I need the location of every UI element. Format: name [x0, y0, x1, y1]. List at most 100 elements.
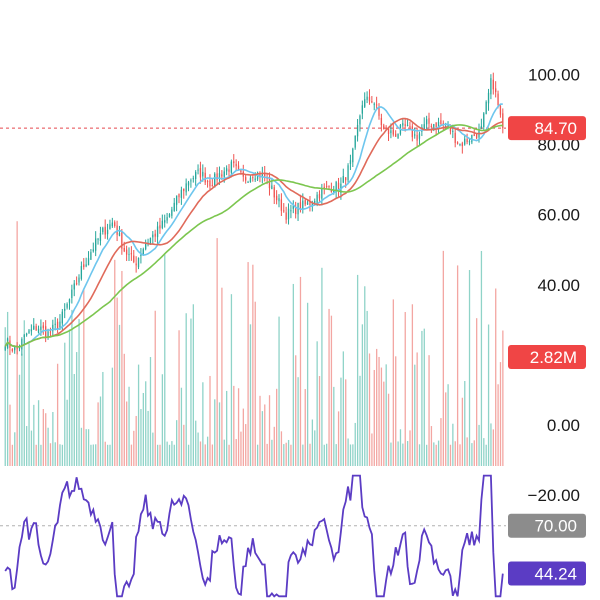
volume-bars	[4, 221, 504, 466]
volume-bar	[64, 342, 66, 466]
volume-bar	[154, 310, 156, 466]
candle-body	[249, 177, 252, 183]
volume-bar	[495, 288, 497, 466]
candle-body	[223, 171, 225, 177]
candle-body	[54, 323, 56, 325]
candle-body	[395, 133, 397, 137]
volume-bar	[254, 301, 256, 466]
candle-body	[118, 232, 121, 236]
volume-bar	[192, 304, 194, 466]
volume-bar	[492, 429, 494, 466]
volume-bar	[126, 401, 128, 466]
axis-tick-label: 40.00	[537, 276, 580, 295]
volume-bar	[95, 444, 97, 466]
volume-bar	[45, 413, 47, 466]
candle-body	[199, 168, 202, 178]
volume-bar	[366, 310, 368, 466]
candle-body	[142, 249, 144, 256]
candle-body	[30, 329, 33, 332]
volume-bar	[290, 444, 292, 466]
volume-bar	[252, 264, 254, 466]
volume-bar	[466, 437, 468, 466]
volume-bar	[485, 444, 487, 466]
volume-bar	[149, 357, 152, 466]
volume-bar	[337, 411, 340, 466]
candle-body	[233, 161, 235, 164]
volume-bar	[37, 400, 40, 466]
volume-bar	[497, 384, 499, 466]
volume-bar	[21, 353, 23, 466]
candle-body	[447, 123, 449, 127]
volume-bar	[28, 343, 30, 466]
volume-bar	[83, 288, 85, 466]
candle-body	[40, 326, 42, 330]
candle-body	[56, 321, 59, 330]
volume-bar	[371, 433, 373, 466]
candle-body	[161, 220, 163, 228]
volume-bar	[285, 442, 287, 466]
candle-body	[85, 264, 87, 267]
volume-bar	[56, 363, 59, 466]
candle-body	[435, 122, 437, 128]
volume-bar	[87, 429, 90, 466]
volume-bar	[228, 444, 230, 466]
candle-body	[273, 187, 275, 198]
candle-body	[254, 178, 256, 180]
axis-tick-label: 0.00	[547, 416, 580, 435]
candle-body	[295, 206, 297, 215]
volume-bar	[273, 426, 275, 466]
candle-body	[159, 225, 161, 229]
candle-body	[135, 263, 137, 266]
candle-body	[490, 78, 492, 95]
candle-body	[373, 103, 375, 105]
candle-body	[106, 229, 109, 235]
volume-bar	[183, 424, 185, 466]
volume-bar	[378, 356, 380, 466]
candle-body	[278, 198, 280, 202]
volume-bar	[35, 444, 37, 466]
volume-bar	[476, 318, 478, 466]
volume-bar	[411, 304, 414, 466]
overbought-level-badge: 70.00	[508, 513, 586, 538]
volume-bar	[97, 402, 99, 466]
volume-bar	[4, 327, 6, 466]
volume-bar	[259, 395, 261, 466]
candle-body	[473, 134, 475, 136]
candle-body	[347, 165, 349, 181]
volume-bar	[335, 444, 337, 466]
candle-body	[461, 143, 463, 147]
volume-bar	[445, 392, 447, 466]
axis-tick-label: 60.00	[537, 206, 580, 225]
volume-bar	[166, 441, 168, 466]
volume-bar	[173, 444, 175, 466]
volume-bar	[114, 259, 116, 466]
candle-body	[83, 264, 85, 268]
volume-bar	[287, 439, 290, 466]
candle-body	[252, 177, 254, 179]
candle-body	[23, 335, 25, 338]
candle-body	[409, 125, 411, 127]
oscillator-value-badge: 44.24	[508, 561, 586, 586]
volume-bar	[123, 353, 125, 466]
candle-body	[309, 202, 311, 205]
volume-bar	[423, 328, 425, 466]
candle-body	[116, 225, 118, 235]
volume-bar	[364, 286, 366, 466]
volume-bar	[137, 364, 140, 466]
volume-bar	[204, 444, 206, 466]
candle-body	[259, 172, 261, 178]
candle-body	[418, 133, 421, 139]
volume-bar	[111, 367, 114, 466]
candle-body	[71, 289, 73, 299]
volume-bar	[297, 377, 299, 466]
volume-bar	[14, 432, 16, 466]
volume-bar	[209, 375, 211, 466]
candle-body	[73, 283, 75, 290]
candle-body	[502, 113, 504, 129]
candle-body	[206, 180, 209, 182]
candle-body	[316, 194, 318, 203]
candle-body	[230, 161, 233, 173]
candle-body	[337, 182, 340, 191]
volume-bar	[135, 415, 137, 466]
